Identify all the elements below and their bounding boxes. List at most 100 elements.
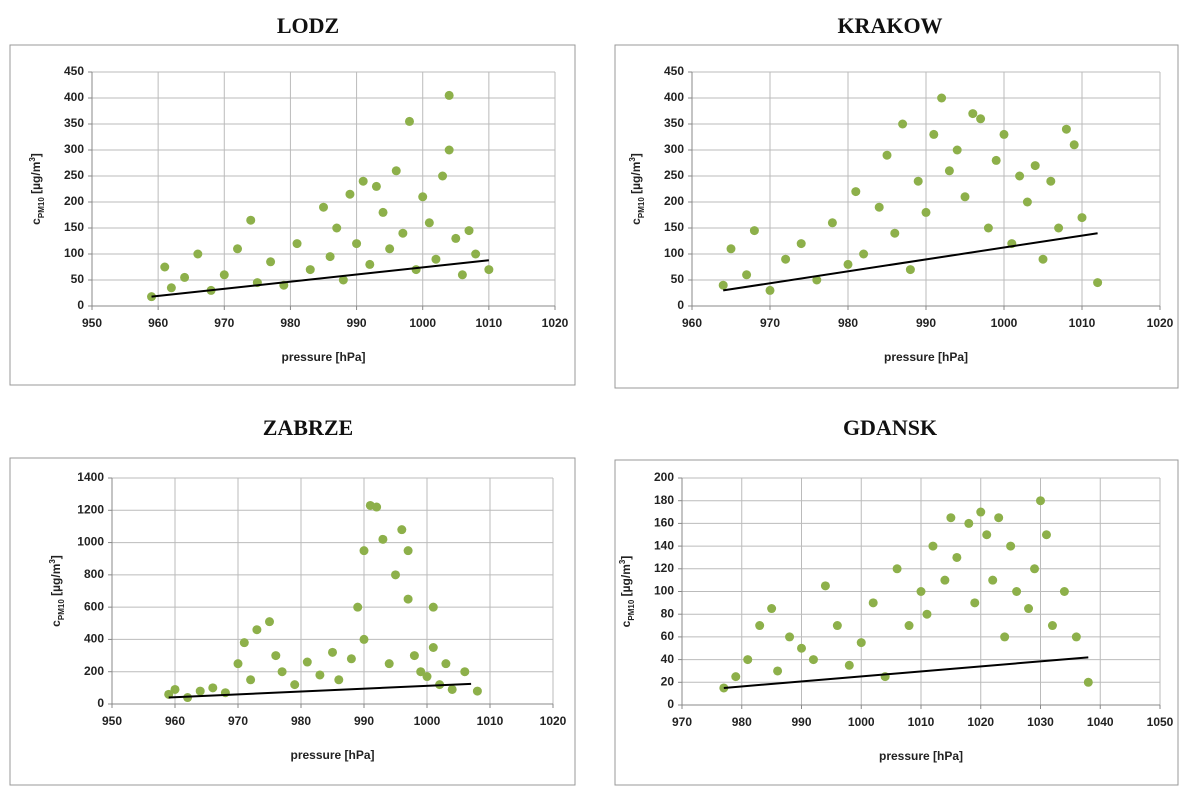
- point: [332, 223, 342, 233]
- point: [1006, 541, 1016, 551]
- y-tick-label: 50: [71, 272, 85, 286]
- x-tick-label: 1010: [908, 715, 935, 729]
- x-tick-label: 1020: [1147, 316, 1174, 330]
- x-tick-label: 1020: [542, 316, 569, 330]
- y-tick-label: 250: [64, 168, 84, 182]
- point: [726, 244, 736, 254]
- y-axis-label-part: ]: [49, 555, 63, 559]
- y-tick-label: 40: [661, 652, 675, 666]
- y-tick-label: 600: [84, 599, 104, 613]
- x-tick-label: 960: [165, 714, 185, 728]
- y-axis-label-part: [µg/m: [29, 162, 43, 198]
- y-axis-label-part: PM10: [37, 197, 46, 218]
- point: [404, 116, 414, 126]
- x-tick-label: 1010: [1069, 316, 1096, 330]
- chart-title: LODZ: [277, 13, 339, 38]
- point: [851, 187, 861, 197]
- point: [315, 670, 325, 680]
- point: [371, 181, 381, 191]
- point: [718, 280, 728, 290]
- point: [1093, 278, 1103, 288]
- panel-frame: [9, 457, 576, 786]
- x-tick-label: 980: [838, 316, 858, 330]
- x-tick-label: 960: [148, 316, 168, 330]
- point: [484, 265, 494, 275]
- panel-frame: [9, 44, 576, 386]
- point: [290, 680, 300, 690]
- point: [166, 283, 176, 293]
- x-tick-label: 1000: [991, 316, 1018, 330]
- y-tick-label: 1200: [77, 502, 104, 516]
- y-axis-label: cPM10 [µg/m3]: [48, 555, 66, 627]
- point: [905, 265, 915, 275]
- point: [1030, 564, 1040, 574]
- point: [904, 621, 914, 631]
- point: [266, 257, 276, 267]
- point: [898, 119, 908, 129]
- y-tick-label: 200: [664, 194, 684, 208]
- y-tick-label: 0: [97, 696, 104, 710]
- point: [773, 666, 783, 676]
- point: [193, 249, 203, 259]
- point: [233, 659, 243, 669]
- point: [765, 285, 775, 295]
- point: [441, 659, 451, 669]
- y-axis-label-part: [µg/m: [49, 564, 63, 600]
- x-tick-label: 1020: [967, 715, 994, 729]
- y-axis-label-part: c: [49, 620, 63, 627]
- point: [345, 189, 355, 199]
- y-tick-label: 300: [664, 142, 684, 156]
- point: [378, 534, 388, 544]
- y-tick-label: 200: [64, 194, 84, 208]
- trend-line: [723, 656, 1089, 689]
- y-tick-label: 400: [664, 90, 684, 104]
- y-axis-label-part: c: [29, 218, 43, 225]
- point: [1041, 530, 1051, 540]
- x-tick-label: 1010: [477, 714, 504, 728]
- x-tick-label: 990: [354, 714, 374, 728]
- x-axis-label: pressure [hPa]: [879, 749, 963, 763]
- point: [403, 546, 413, 556]
- y-tick-label: 100: [64, 246, 84, 260]
- point: [338, 275, 348, 285]
- point: [991, 155, 1001, 165]
- point: [334, 675, 344, 685]
- y-axis-label-part: ]: [629, 153, 643, 157]
- point: [246, 215, 256, 225]
- x-tick-label: 1040: [1087, 715, 1114, 729]
- point: [968, 109, 978, 119]
- y-tick-label: 20: [661, 674, 675, 688]
- y-axis-label-part: ]: [619, 556, 633, 560]
- x-tick-label: 970: [228, 714, 248, 728]
- x-tick-label: 970: [760, 316, 780, 330]
- point: [785, 632, 795, 642]
- point: [195, 686, 205, 696]
- x-tick-label: 1050: [1147, 715, 1174, 729]
- point: [391, 570, 400, 580]
- point: [397, 525, 407, 535]
- point: [921, 207, 931, 217]
- point: [208, 683, 218, 693]
- point: [160, 262, 170, 272]
- x-tick-label: 980: [732, 715, 752, 729]
- y-tick-label: 0: [77, 298, 84, 312]
- y-tick-label: 120: [654, 561, 674, 575]
- point: [271, 651, 281, 661]
- y-axis-label-part: 3: [628, 157, 637, 162]
- x-axis-label: pressure [hPa]: [281, 350, 365, 364]
- point: [246, 675, 256, 685]
- point: [471, 249, 481, 259]
- point: [424, 218, 434, 228]
- point: [438, 171, 448, 181]
- point: [944, 166, 954, 176]
- y-axis-label: cPM10 [µg/m3]: [28, 153, 46, 225]
- chart-title: ZABRZE: [263, 415, 353, 440]
- y-tick-label: 100: [664, 246, 684, 260]
- point: [1022, 197, 1032, 207]
- x-tick-label: 980: [280, 316, 300, 330]
- point: [409, 651, 419, 661]
- y-tick-label: 1000: [77, 535, 104, 549]
- y-axis-label-part: [µg/m: [629, 162, 643, 198]
- y-axis-label-part: PM10: [637, 197, 646, 218]
